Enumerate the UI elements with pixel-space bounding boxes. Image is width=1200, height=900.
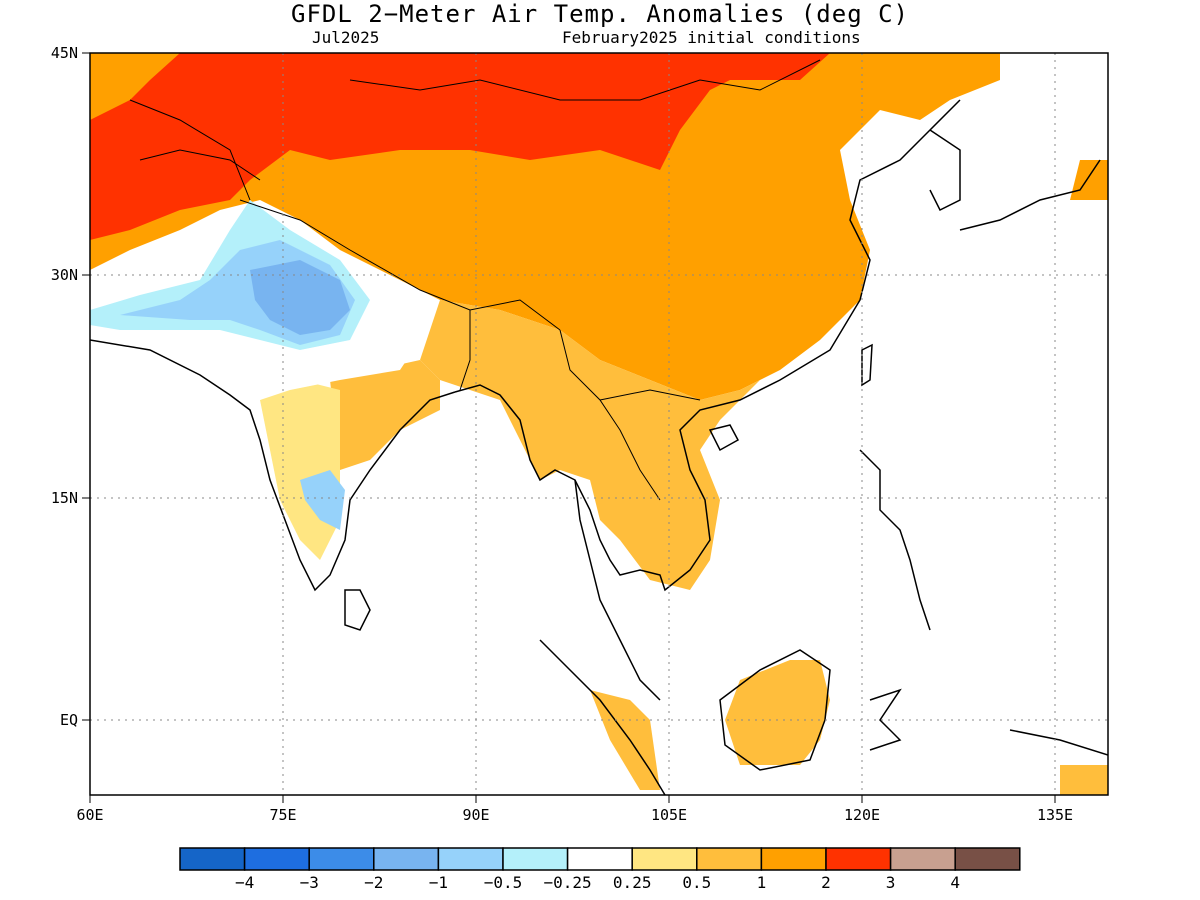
anomaly-patch-sumatra — [590, 690, 660, 790]
map-title: GFDL 2−Meter Air Temp. Anomalies (deg C) — [291, 0, 909, 28]
india-coastline — [90, 339, 456, 592]
colorbar-label: −4 — [235, 873, 254, 892]
anomaly-band-neg-1 — [250, 260, 350, 335]
philippines — [859, 449, 931, 631]
korea — [929, 129, 961, 212]
anomaly-band-0.25-0.5 — [260, 380, 340, 560]
anomaly-patch-new-guinea — [1060, 765, 1108, 795]
anomaly-band-0.5-1 — [420, 300, 760, 590]
colorbar-swatch — [760, 847, 827, 871]
colorbar-label: 4 — [950, 873, 960, 892]
colorbar-label: −2 — [364, 873, 383, 892]
colorbar-swatch — [308, 847, 375, 871]
colorbar-label: 3 — [886, 873, 896, 892]
graticule — [90, 53, 1108, 795]
colorbar-label: −0.5 — [484, 873, 523, 892]
bay-of-bengal-coast — [454, 99, 961, 592]
y-tick-label: 45N — [51, 44, 78, 62]
colorbar-swatch — [825, 847, 892, 871]
colorbar-swatch — [954, 847, 1021, 871]
colorbar-swatch — [696, 847, 763, 871]
malay-peninsula — [574, 479, 661, 701]
colorbar-label: 2 — [821, 873, 831, 892]
anomaly-band-above-3 — [90, 53, 830, 240]
anomaly-patch-india-east — [330, 360, 440, 470]
tick-marks — [82, 52, 1056, 803]
colorbar-swatch — [889, 847, 956, 871]
colorbar-swatch — [243, 847, 310, 871]
sulawesi — [869, 688, 902, 751]
japan — [959, 159, 1101, 231]
anomaly-patch-borneo — [725, 660, 830, 765]
x-tick-label: 90E — [462, 806, 489, 824]
x-tick-label: 60E — [76, 806, 103, 824]
y-tick-label: 30N — [51, 266, 78, 284]
initial-conditions: February2025 initial conditions — [562, 28, 861, 47]
colorbar-label: 0.25 — [613, 873, 652, 892]
sri-lanka — [344, 589, 371, 631]
hainan — [708, 424, 740, 452]
anomaly-band-neg-south-india — [300, 470, 345, 530]
colorbar-swatch — [373, 847, 440, 871]
x-tick-label: 75E — [269, 806, 296, 824]
forecast-month: Jul2025 — [312, 28, 380, 47]
colorbar-swatch — [502, 847, 569, 871]
anomaly-patch-japan — [1070, 160, 1108, 200]
colorbar-label: −3 — [300, 873, 319, 892]
new-guinea — [1009, 729, 1108, 756]
y-tick-label: EQ — [60, 711, 78, 729]
map-frame — [89, 52, 1109, 796]
colorbar-swatch — [437, 847, 504, 871]
y-tick-label: 15N — [51, 489, 78, 507]
colorbar-swatch — [631, 847, 698, 871]
x-tick-label: 120E — [844, 806, 880, 824]
colorbar-label: −1 — [429, 873, 448, 892]
colorbar-label: 1 — [757, 873, 767, 892]
coastlines — [90, 59, 1108, 795]
colorbar-label: 0.5 — [682, 873, 711, 892]
taiwan — [861, 343, 873, 387]
x-tick-label: 135E — [1037, 806, 1073, 824]
anomaly-fields — [90, 53, 1108, 795]
colorbar-label: −0.25 — [544, 873, 592, 892]
colorbar: −4 −3 −2 −1 −0.5 −0.25 0.25 0.5 1 2 3 4 — [179, 847, 1021, 892]
x-tick-label: 105E — [651, 806, 687, 824]
colorbar-swatch — [566, 847, 633, 871]
colorbar-swatch — [179, 847, 246, 871]
country-borders — [129, 59, 821, 501]
